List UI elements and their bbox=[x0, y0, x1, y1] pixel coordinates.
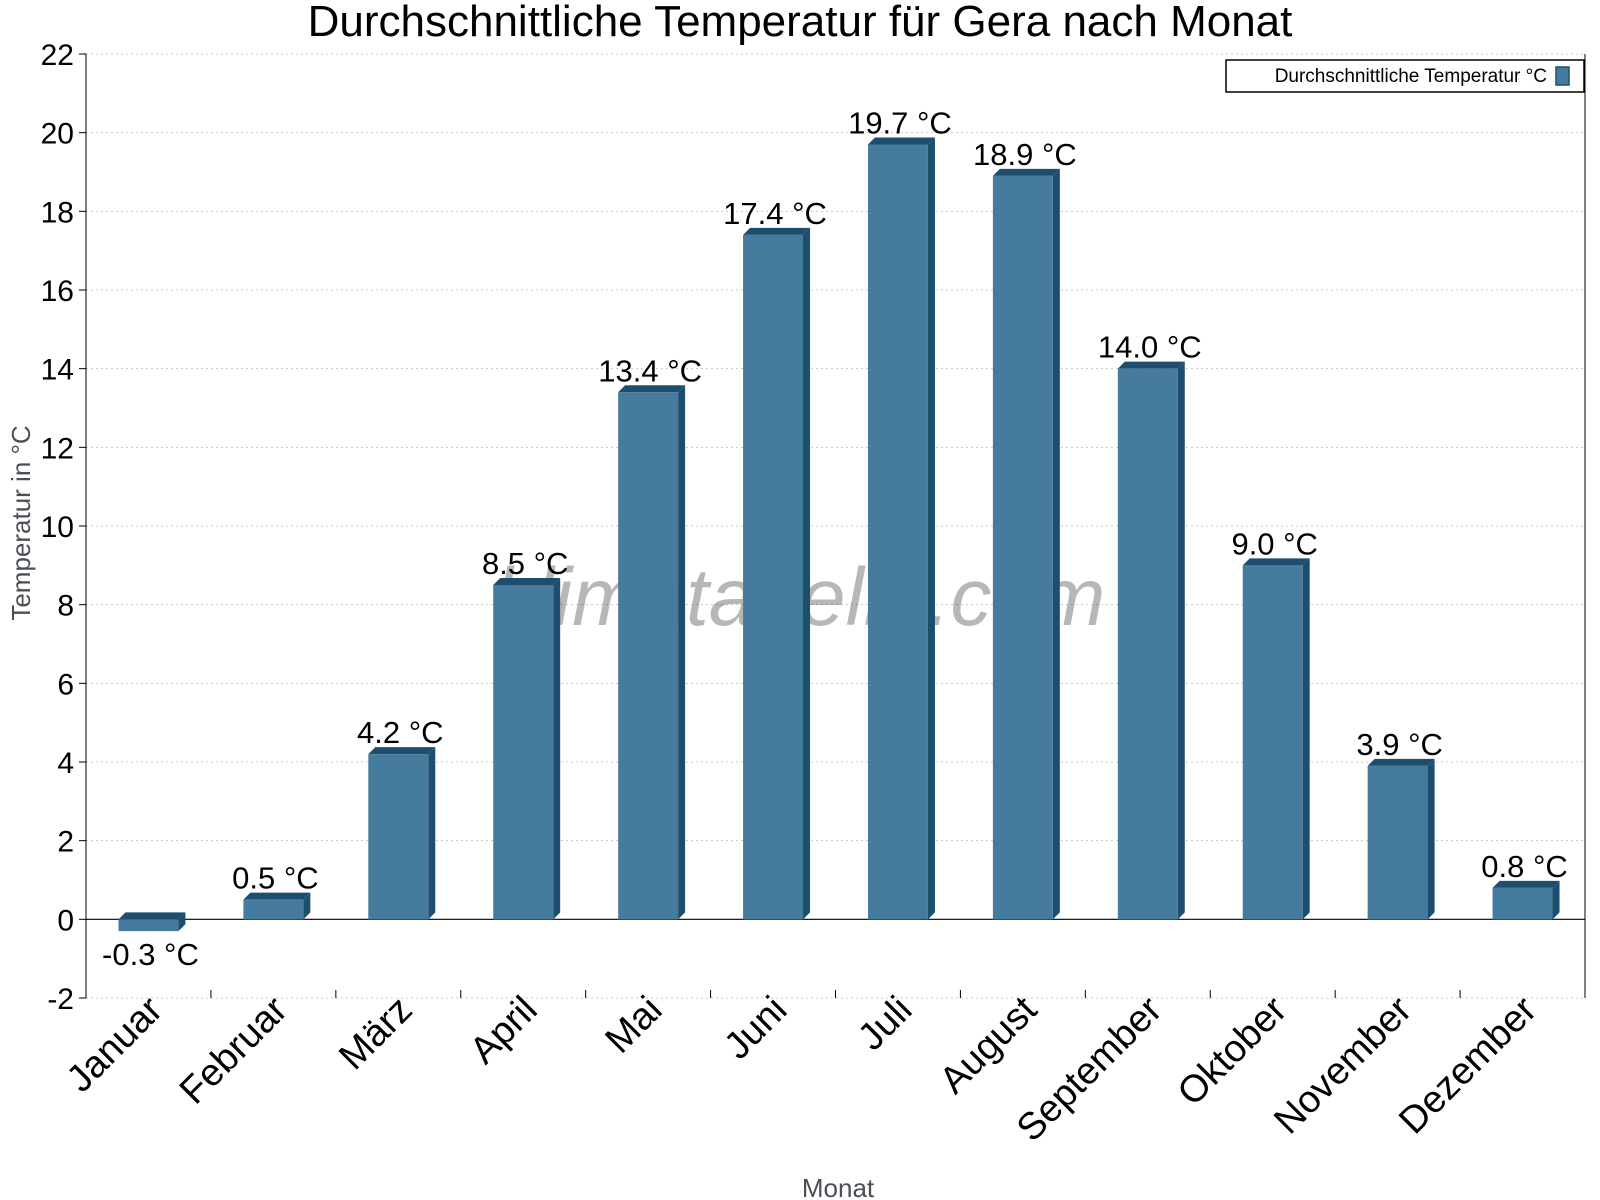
bar-top bbox=[743, 227, 811, 235]
bar-2 bbox=[243, 892, 311, 920]
bar-side bbox=[428, 747, 436, 920]
legend-entry-label: Durchschnittliche Temperatur °C bbox=[1275, 66, 1547, 87]
bar-12 bbox=[1492, 880, 1560, 920]
data-label: 19.7 °C bbox=[848, 105, 952, 140]
x-tick-label: Dezember bbox=[1391, 988, 1545, 1142]
data-label: 0.5 °C bbox=[232, 861, 319, 896]
bar-top bbox=[1492, 880, 1560, 888]
bars bbox=[118, 137, 1560, 932]
bar-1 bbox=[118, 912, 186, 932]
x-axis-tick-labels: Januar Februar März April Mai Juni Juli AugustS… bbox=[59, 988, 1545, 1149]
y-tick-label: 18 bbox=[41, 196, 74, 229]
bar-front bbox=[1492, 887, 1553, 920]
bar-front bbox=[992, 175, 1053, 920]
bar-front bbox=[368, 754, 429, 920]
bar-side bbox=[803, 227, 811, 920]
data-label: 4.2 °C bbox=[357, 715, 444, 750]
bar-side bbox=[553, 578, 561, 920]
bar-11 bbox=[1367, 758, 1435, 920]
y-tick-label: 2 bbox=[57, 826, 74, 859]
y-tick-label: 8 bbox=[57, 590, 74, 623]
bar-top bbox=[1117, 361, 1185, 369]
data-label: 18.9 °C bbox=[973, 137, 1077, 172]
bar-10 bbox=[1242, 558, 1310, 920]
bar-6 bbox=[743, 227, 811, 920]
bar-front bbox=[1242, 565, 1303, 920]
bar-side bbox=[1177, 361, 1185, 920]
y-tick-label: 22 bbox=[41, 39, 74, 72]
data-label: 0.8 °C bbox=[1481, 849, 1568, 884]
bar-8 bbox=[992, 168, 1060, 920]
y-tick-label: 12 bbox=[41, 432, 74, 465]
data-labels: -0.3 °C 0.5 °C 4.2 °C 8.5 °C 13.4 °C 17.4 °C 1… bbox=[102, 105, 1568, 972]
data-label: 17.4 °C bbox=[723, 196, 827, 231]
x-tick-label: August bbox=[932, 988, 1046, 1102]
x-tick-label: Juli bbox=[850, 989, 920, 1059]
bar-front bbox=[243, 899, 304, 920]
bar-4 bbox=[493, 578, 561, 920]
x-tick-label: Mai bbox=[597, 989, 670, 1062]
y-tick-label: -2 bbox=[47, 983, 74, 1016]
data-label: 3.9 °C bbox=[1356, 727, 1443, 762]
bar-front bbox=[1367, 765, 1428, 920]
chart-title: Durchschnittliche Temperatur für Gera na… bbox=[308, 0, 1293, 46]
x-tick-label: Januar bbox=[59, 988, 171, 1100]
data-label: 13.4 °C bbox=[598, 353, 702, 388]
y-tick-label: 0 bbox=[57, 904, 74, 937]
y-tick-label: 10 bbox=[41, 511, 74, 544]
x-tick-label: Februar bbox=[172, 988, 296, 1112]
x-tick-label: Oktober bbox=[1170, 988, 1296, 1114]
y-tick-label: 20 bbox=[41, 118, 74, 151]
bar-side bbox=[178, 912, 186, 932]
bar-front bbox=[743, 234, 804, 920]
bar-top bbox=[867, 137, 935, 145]
gridlines bbox=[86, 53, 1585, 999]
bar-9 bbox=[1117, 361, 1185, 920]
x-tick-label: Juni bbox=[716, 989, 795, 1068]
data-label: -0.3 °C bbox=[102, 937, 199, 972]
bar-7 bbox=[867, 137, 935, 920]
bar-side bbox=[1052, 168, 1060, 920]
bar-5 bbox=[618, 385, 686, 920]
y-axis-tick-labels: -2 0 2 4 6 8 10 12 14 16 18 20 22 bbox=[41, 39, 74, 1016]
bar-front bbox=[618, 392, 679, 920]
bar-side bbox=[678, 385, 686, 920]
data-label: 9.0 °C bbox=[1231, 526, 1318, 561]
bar-top bbox=[992, 168, 1060, 176]
bar-front bbox=[118, 919, 179, 932]
x-tick-label: April bbox=[462, 989, 545, 1072]
data-label: 8.5 °C bbox=[482, 546, 569, 581]
bar-top bbox=[118, 912, 186, 920]
bar-front bbox=[867, 144, 928, 920]
bar-top bbox=[368, 747, 436, 755]
bar-top bbox=[1367, 758, 1435, 766]
bar-3 bbox=[368, 747, 436, 920]
legend: Durchschnittliche Temperatur °C bbox=[1225, 59, 1585, 93]
y-tick-label: 6 bbox=[57, 668, 74, 701]
bar-top bbox=[1242, 558, 1310, 566]
y-tick-label: 16 bbox=[41, 275, 74, 308]
bar-front bbox=[1117, 368, 1178, 920]
bar-side bbox=[1552, 880, 1560, 920]
bar-front bbox=[493, 585, 554, 920]
x-axis-label: Monat bbox=[802, 1173, 875, 1200]
data-label: 14.0 °C bbox=[1098, 330, 1202, 365]
bar-top bbox=[243, 892, 311, 900]
bar-side bbox=[1302, 558, 1310, 920]
legend-box bbox=[1225, 59, 1585, 93]
bar-top bbox=[618, 385, 686, 393]
y-tick-label: 14 bbox=[41, 354, 74, 387]
legend-swatch bbox=[1555, 66, 1570, 86]
bar-top bbox=[493, 578, 561, 585]
bar-side bbox=[927, 137, 935, 920]
y-tick-label: 4 bbox=[57, 747, 74, 780]
axes bbox=[79, 53, 1586, 999]
bar-side bbox=[1427, 758, 1435, 920]
x-tick-label: März bbox=[331, 989, 420, 1078]
y-axis-label: Temperatur in °C bbox=[6, 425, 36, 620]
bar-side bbox=[303, 892, 311, 920]
